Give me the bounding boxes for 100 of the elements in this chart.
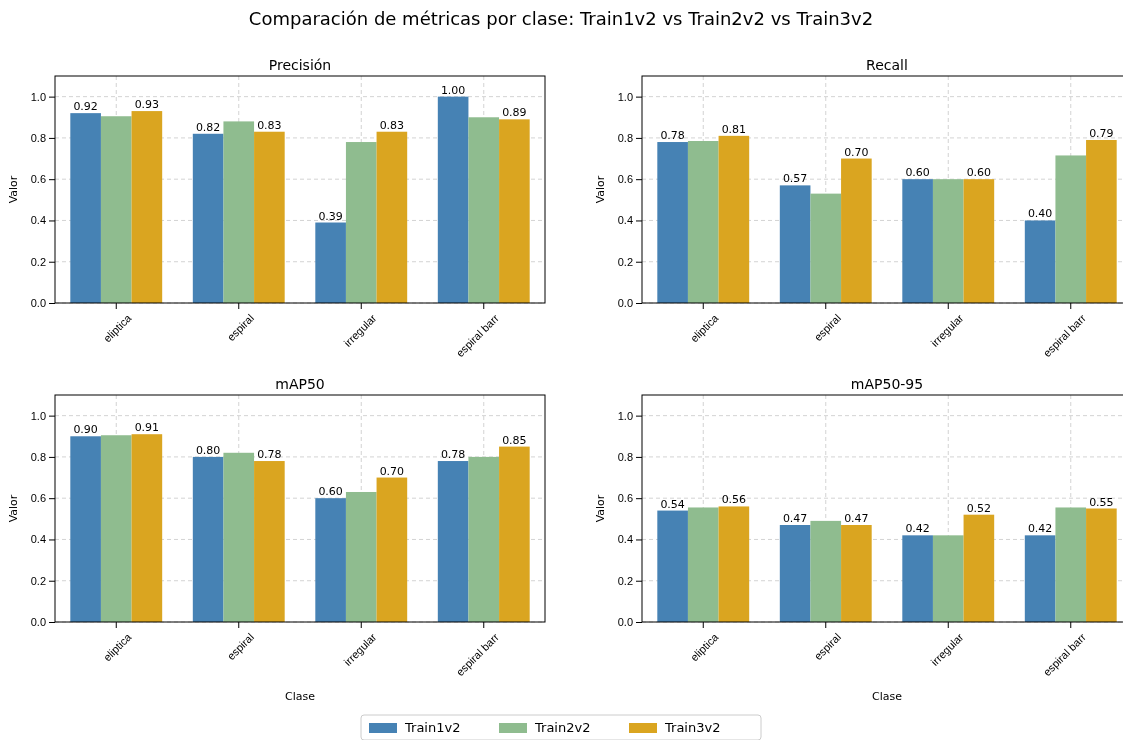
data-label: 0.52	[966, 501, 992, 515]
data-label: 0.79	[1089, 126, 1114, 140]
y-tick-label: 0.0	[30, 297, 46, 310]
y-tick-label: 0.8	[30, 131, 46, 144]
legend-label: Train1v2	[404, 720, 461, 735]
bar	[468, 117, 500, 303]
data-label: 0.89	[502, 106, 527, 120]
bar	[841, 525, 872, 622]
y-axis-title: Valor	[594, 175, 607, 204]
chart-title: mAP50	[275, 376, 325, 392]
bar	[932, 535, 964, 622]
y-tick-label: 0.4	[30, 533, 46, 546]
bar	[810, 520, 842, 622]
y-tick-label: 0.8	[617, 131, 633, 144]
data-label: 1.00	[440, 83, 466, 97]
bar	[657, 510, 688, 622]
bar	[963, 179, 995, 303]
data-label: 0.70	[844, 145, 869, 159]
data-label: 0.82	[195, 120, 221, 134]
data-label: 0.78	[440, 448, 466, 462]
data-label: 0.60	[966, 166, 992, 180]
bar	[70, 436, 101, 622]
bar	[1055, 507, 1087, 622]
bar	[902, 535, 933, 622]
data-label: 0.57	[782, 172, 808, 186]
y-axis-title: Valor	[594, 494, 607, 523]
y-tick-label: 0.8	[30, 450, 46, 463]
bar	[192, 456, 224, 622]
bar	[254, 461, 285, 622]
bar	[100, 116, 132, 303]
bar	[932, 179, 964, 303]
data-label: 0.85	[502, 433, 527, 447]
data-label: 0.47	[782, 512, 808, 526]
y-tick-label: 0.4	[30, 214, 46, 227]
bar	[963, 514, 995, 622]
bar	[376, 131, 408, 303]
data-label: 0.81	[721, 122, 747, 136]
x-axis-title: Clase	[872, 690, 903, 703]
data-label: 0.78	[660, 129, 685, 143]
data-label: 0.54	[660, 497, 685, 511]
data-label: 0.80	[195, 443, 221, 457]
chart-title: Recall	[866, 57, 908, 73]
y-tick-label: 0.2	[30, 574, 46, 587]
bar	[100, 435, 132, 622]
chart-title: Precisión	[268, 57, 332, 73]
bar	[779, 185, 811, 303]
bar	[810, 193, 842, 303]
data-label: 0.90	[73, 423, 98, 437]
y-tick-label: 0.2	[30, 255, 46, 268]
bar	[254, 131, 285, 303]
data-label: 0.56	[721, 493, 747, 507]
bar	[376, 477, 408, 622]
bar	[499, 446, 530, 622]
y-tick-label: 0.0	[30, 616, 46, 629]
data-label: 0.40	[1027, 207, 1053, 221]
bar	[345, 491, 377, 622]
bar	[437, 96, 469, 303]
data-label: 0.42	[905, 522, 930, 536]
bar	[1024, 535, 1056, 622]
bar	[718, 135, 750, 303]
bar	[1086, 139, 1117, 303]
data-label: 0.91	[134, 421, 160, 435]
text: Comparación de métricas por clase: Train1v2 vs Train2v2 vs Train3v2	[248, 8, 874, 29]
bar	[223, 121, 255, 303]
bar	[468, 456, 500, 622]
y-tick-label: 1.0	[30, 90, 46, 103]
y-tick-label: 1.0	[617, 409, 633, 422]
bar	[70, 113, 101, 303]
y-tick-label: 0.0	[617, 616, 633, 629]
bar	[902, 179, 933, 303]
y-tick-label: 0.0	[617, 297, 633, 310]
bar	[192, 133, 224, 303]
data-label: 0.83	[379, 118, 405, 132]
bar	[779, 525, 811, 622]
y-tick-label: 0.2	[617, 574, 633, 587]
bar	[841, 158, 872, 303]
bar	[315, 498, 346, 622]
y-tick-label: 0.6	[30, 492, 46, 505]
data-label: 0.92	[73, 100, 98, 114]
y-tick-label: 0.6	[30, 173, 46, 186]
data-label: 0.70	[379, 464, 405, 478]
chart-title: mAP50-95	[850, 376, 924, 392]
bar	[1055, 155, 1087, 303]
bar	[1024, 220, 1056, 303]
y-tick-label: 0.6	[617, 173, 633, 186]
bar	[499, 119, 530, 303]
data-label: 0.47	[844, 512, 869, 526]
bar	[657, 142, 688, 303]
data-label: 0.39	[318, 209, 343, 223]
data-label: 0.55	[1089, 495, 1114, 509]
y-tick-label: 0.6	[617, 492, 633, 505]
y-axis-title: Valor	[7, 494, 20, 523]
data-label: 0.93	[134, 98, 160, 112]
bar	[131, 434, 163, 622]
bar	[437, 461, 469, 622]
bar	[315, 222, 346, 303]
bar	[131, 111, 163, 303]
y-axis-title: Valor	[7, 175, 20, 204]
data-label: 0.60	[905, 166, 930, 180]
bar	[1086, 508, 1117, 622]
